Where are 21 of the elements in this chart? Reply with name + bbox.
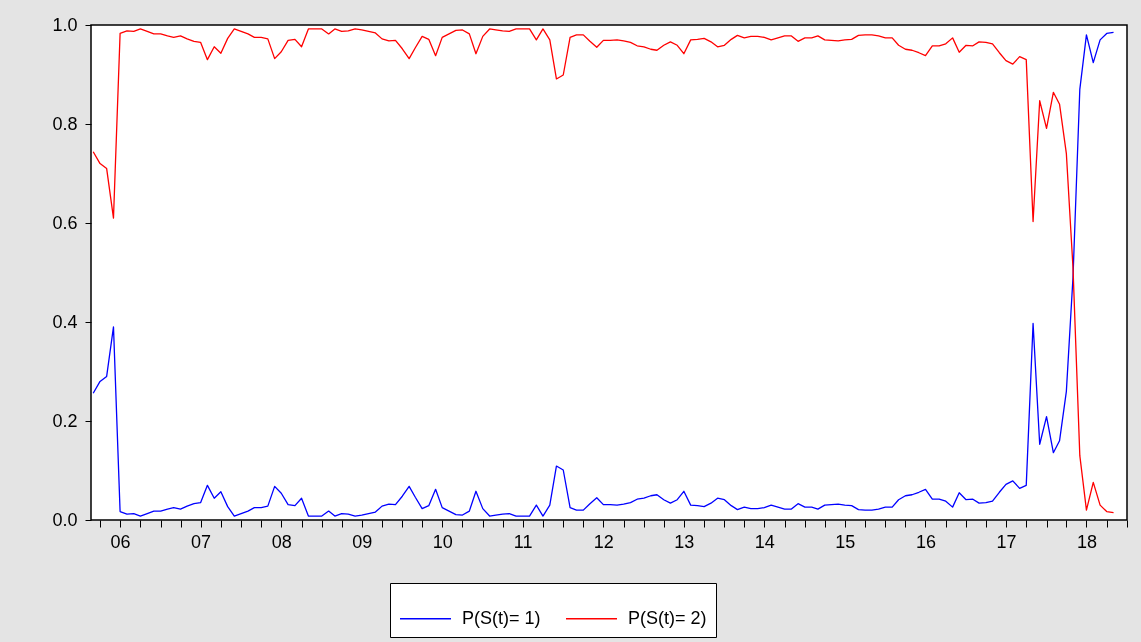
x-tick-label: 12 — [593, 531, 614, 552]
x-tick-label: 08 — [271, 531, 292, 552]
x-tick-label: 15 — [835, 531, 856, 552]
y-tick-label: 0.4 — [52, 311, 78, 332]
x-tick-label: 18 — [1076, 531, 1097, 552]
y-tick-label: 1.0 — [52, 14, 78, 35]
legend-label: P(S(t)= 2) — [628, 607, 707, 628]
x-tick-label: 17 — [996, 531, 1017, 552]
y-tick-label: 0.6 — [52, 212, 78, 233]
x-tick-label: 09 — [352, 531, 373, 552]
y-tick-label: 0.2 — [52, 410, 78, 431]
x-tick-label: 06 — [110, 531, 131, 552]
x-tick-label: 16 — [915, 531, 936, 552]
x-tick-label: 07 — [191, 531, 212, 552]
y-tick-label: 0.0 — [52, 509, 78, 530]
x-tick-label: 10 — [432, 531, 453, 552]
x-tick-label: 14 — [754, 531, 775, 552]
legend-label: P(S(t)= 1) — [462, 607, 541, 628]
x-tick-label: 11 — [513, 531, 533, 552]
x-tick-label: 13 — [674, 531, 695, 552]
y-tick-label: 0.8 — [52, 113, 78, 134]
